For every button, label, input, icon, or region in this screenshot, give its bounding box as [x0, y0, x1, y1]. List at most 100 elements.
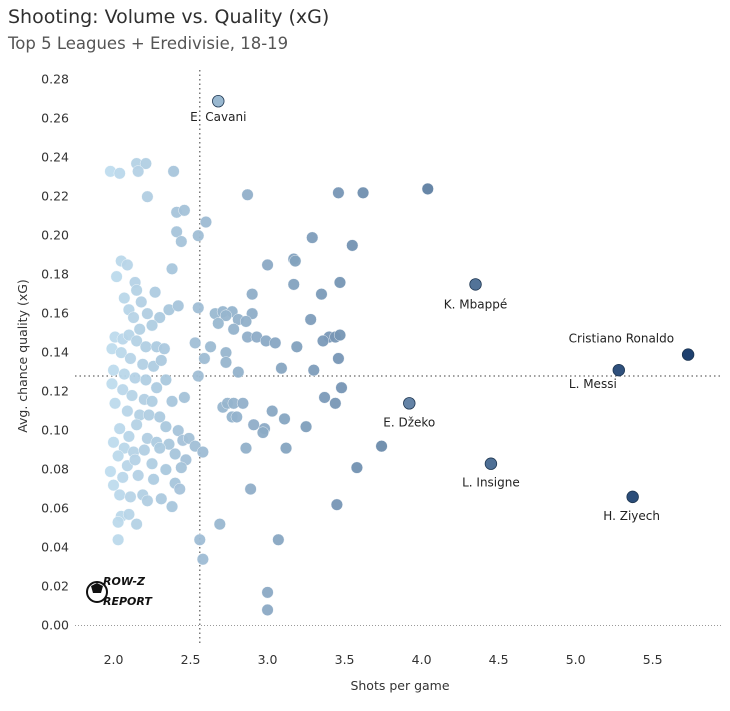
player-point [198, 352, 211, 365]
player-point [261, 603, 274, 616]
player-point [141, 307, 154, 320]
player-point [112, 516, 125, 529]
logo-text-bottom: REPORT [103, 595, 153, 608]
y-tick-label: 0.16 [41, 306, 69, 321]
player-point [421, 182, 434, 195]
player-point [122, 508, 135, 521]
player-point [133, 323, 146, 336]
player-point [170, 225, 183, 238]
data-points [104, 94, 695, 616]
player-label: E. Cavani [190, 110, 246, 124]
labeled-player-point [626, 490, 639, 504]
player-point [146, 319, 159, 332]
player-point [116, 471, 129, 484]
player-point [239, 442, 252, 455]
player-point [266, 405, 279, 418]
player-point [300, 420, 313, 433]
player-point [169, 447, 182, 460]
player-point [110, 270, 123, 283]
player-point [155, 492, 168, 505]
player-point [172, 299, 185, 312]
y-tick-label: 0.08 [41, 462, 69, 477]
player-point [261, 258, 274, 271]
player-point [166, 395, 179, 408]
player-point [192, 301, 205, 314]
y-tick-label: 0.14 [41, 345, 69, 360]
player-point [113, 422, 126, 435]
player-label: K. Mbappé [444, 297, 507, 311]
player-point [193, 533, 206, 546]
player-point [278, 412, 291, 425]
player-point [350, 461, 363, 474]
player-point [333, 276, 346, 289]
player-point [330, 498, 343, 511]
player-point [178, 204, 191, 217]
point-labels: E. Cavani K. Mbappé Cristiano Ronaldo L. Me… [190, 110, 674, 523]
player-point [317, 334, 330, 347]
player-point [172, 424, 185, 437]
player-point [118, 292, 131, 305]
y-tick-label: 0.20 [41, 228, 69, 243]
y-tick-label: 0.18 [41, 267, 69, 282]
player-point [167, 165, 180, 178]
player-point [129, 453, 142, 466]
y-tick-label: 0.02 [41, 579, 69, 594]
player-point [125, 389, 138, 402]
player-point [107, 436, 120, 449]
player-point [129, 371, 142, 384]
player-point [142, 409, 155, 422]
player-point [116, 383, 129, 396]
player-point [230, 410, 243, 423]
player-point [375, 440, 388, 453]
player-point [155, 354, 168, 367]
chart-subtitle: Top 5 Leagues + Eredivisie, 18-19 [8, 34, 289, 53]
player-point [147, 473, 160, 486]
player-point [159, 420, 172, 433]
player-point [199, 216, 212, 229]
y-tick-label: 0.24 [41, 150, 69, 165]
player-point [178, 391, 191, 404]
player-point [105, 377, 118, 390]
player-point [141, 190, 154, 203]
player-point [121, 405, 134, 418]
player-point [130, 418, 143, 431]
player-point [173, 483, 186, 496]
y-tick-label: 0.06 [41, 501, 69, 516]
player-point [150, 381, 163, 394]
player-point [115, 346, 128, 359]
player-point [113, 167, 126, 180]
player-point [196, 446, 209, 459]
player-point [239, 315, 252, 328]
y-tick-label: 0.12 [41, 384, 69, 399]
player-point [153, 442, 166, 455]
x-tick-label: 4.5 [489, 652, 509, 667]
player-point [256, 426, 269, 439]
player-point [104, 465, 117, 478]
player-point [139, 157, 152, 170]
player-point [153, 311, 166, 324]
player-point [136, 358, 149, 371]
soccer-ball-pattern [91, 583, 103, 593]
player-point [135, 295, 148, 308]
player-point [118, 368, 131, 381]
player-point [175, 461, 188, 474]
player-point [107, 364, 120, 377]
player-point [175, 235, 188, 248]
labeled-player-point [469, 278, 482, 291]
player-point [244, 483, 257, 496]
y-tick-label: 0.22 [41, 189, 69, 204]
x-tick-label: 5.0 [566, 652, 586, 667]
player-point [232, 366, 245, 379]
player-point [149, 286, 162, 299]
player-point [166, 262, 179, 275]
player-point [213, 518, 226, 531]
player-point [139, 373, 152, 386]
labeled-player-point [484, 457, 498, 470]
player-point [130, 518, 143, 531]
player-point [290, 340, 303, 353]
reference-lines [75, 70, 722, 645]
player-point [122, 430, 135, 443]
player-point [332, 352, 345, 365]
y-tick-label: 0.04 [41, 540, 69, 555]
player-point [304, 313, 317, 326]
